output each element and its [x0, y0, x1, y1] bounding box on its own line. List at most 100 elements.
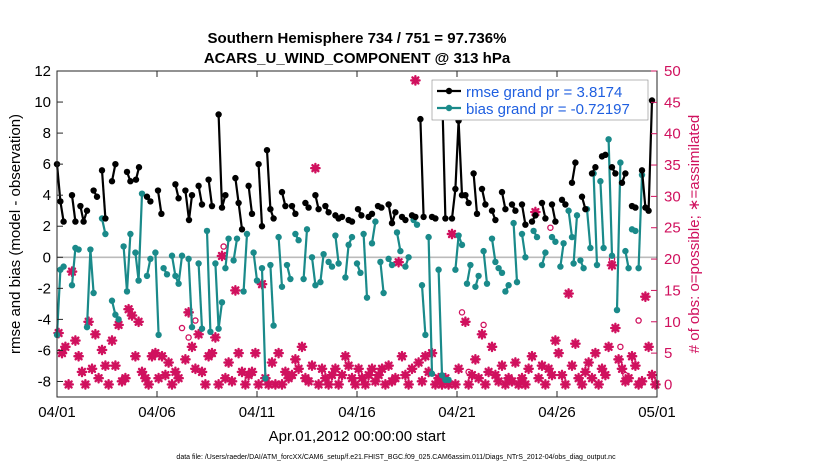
obs-assimilated-marker [476, 328, 488, 340]
obs-assimilated-marker [630, 360, 641, 372]
bias-point [357, 269, 364, 277]
obs-assimilated-marker [150, 347, 161, 359]
rmse-point [218, 204, 226, 211]
obs-assimilated-marker [586, 372, 598, 384]
obs-assimilated-marker [606, 259, 618, 271]
rmse-line-segment [247, 185, 254, 214]
rmse-line-segment [472, 173, 479, 214]
obs-possible-marker [617, 343, 624, 351]
obs-assimilated-marker [123, 303, 134, 315]
bias-point [568, 233, 576, 241]
rmse-point [592, 164, 599, 171]
bias-point [455, 232, 462, 239]
obs-possible-marker [465, 368, 472, 376]
bias-point [87, 246, 94, 253]
obs-possible-marker [178, 324, 186, 332]
rmse-point [348, 218, 356, 225]
rmse-point [182, 187, 189, 194]
obs-assimilated-marker [483, 366, 494, 378]
legend-rmse-marker [445, 87, 453, 95]
rmse-point [205, 176, 212, 183]
obs-assimilated-marker [100, 360, 111, 372]
y-tick-label-left: 2 [43, 218, 51, 235]
bias-line-segment [637, 174, 644, 269]
obs-assimilated-marker [313, 379, 324, 390]
bias-line-segment [302, 229, 309, 280]
obs-assimilated-marker [56, 347, 68, 359]
bias-line-segment [269, 264, 275, 326]
obs-assimilated-marker [416, 375, 428, 387]
bias-point [518, 230, 526, 238]
bias-line-segment [615, 162, 622, 311]
rmse-point [622, 170, 629, 177]
y-axis-label-left: rmse and bias (model - observation) [7, 114, 24, 354]
bias-point [353, 260, 361, 267]
bias-point [283, 261, 291, 269]
rmse-point [588, 170, 596, 177]
bias-point [617, 159, 624, 166]
legend: rmse grand pr = 3.8174 bias grand pr = -… [431, 79, 649, 121]
x-tick-label: 05/01 [638, 404, 676, 421]
bias-point [300, 275, 307, 283]
obs-assimilated-marker [196, 366, 208, 378]
obs-assimilated-marker [546, 369, 558, 381]
obs-assimilated-marker [233, 347, 244, 359]
bias-point [505, 282, 512, 289]
bias-line-segment [482, 250, 489, 284]
obs-assimilated-marker [550, 335, 561, 346]
bias-point [68, 282, 76, 289]
bias-point [120, 243, 127, 250]
bias-point [613, 306, 621, 314]
obs-assimilated-marker [226, 375, 238, 387]
bias-point [463, 280, 471, 287]
obs-assimilated-marker [350, 379, 361, 390]
obs-assimilated-marker [130, 350, 141, 362]
bias-point [548, 233, 556, 241]
obs-assimilated-marker [210, 332, 221, 343]
rmse-point [632, 204, 639, 211]
rmse-line-segment [156, 190, 163, 214]
obs-assimilated-marker [173, 372, 184, 384]
obs-assimilated-marker [573, 372, 584, 384]
obs-assimilated-marker [576, 379, 588, 390]
obs-assimilated-marker [623, 372, 634, 384]
bias-point [538, 261, 546, 269]
bias-point [625, 264, 632, 272]
rmse-point [562, 201, 569, 208]
rmse-point [532, 212, 539, 219]
rmse-point [112, 160, 119, 168]
y-tick-label-left: 4 [43, 187, 51, 204]
obs-possible-marker [547, 224, 554, 231]
obs-assimilated-marker [133, 316, 144, 328]
bias-line-segment [607, 139, 614, 256]
obs-assimilated-marker [90, 328, 101, 340]
obs-assimilated-marker [76, 366, 88, 378]
obs-assimilated-marker [316, 363, 328, 375]
bias-point [138, 190, 146, 197]
obs-assimilated-marker [473, 372, 484, 384]
rmse-point [238, 226, 246, 233]
rmse-point [83, 207, 91, 214]
bias-point [240, 288, 247, 295]
bias-point [198, 325, 206, 332]
bias-point [573, 212, 581, 219]
rmse-point [135, 164, 143, 171]
bias-line-segment [592, 173, 599, 266]
rmse-point [568, 179, 576, 186]
bias-point [483, 280, 491, 287]
rmse-point [618, 179, 626, 186]
bias-point [155, 331, 162, 339]
rmse-point [478, 185, 486, 193]
obs-assimilated-marker [526, 350, 538, 362]
bias-point [292, 230, 299, 238]
bias-point [75, 246, 82, 253]
rmse-point [292, 210, 299, 218]
obs-assimilated-marker [276, 379, 288, 390]
obs-assimilated-marker [113, 319, 124, 331]
obs-assimilated-marker [106, 335, 118, 346]
rmse-point [492, 216, 499, 224]
legend-bias-label: bias grand pr = -0.72197 [466, 101, 630, 118]
obs-assimilated-marker [213, 379, 224, 390]
obs-assimilated-marker [516, 372, 528, 384]
bias-point [90, 289, 97, 297]
